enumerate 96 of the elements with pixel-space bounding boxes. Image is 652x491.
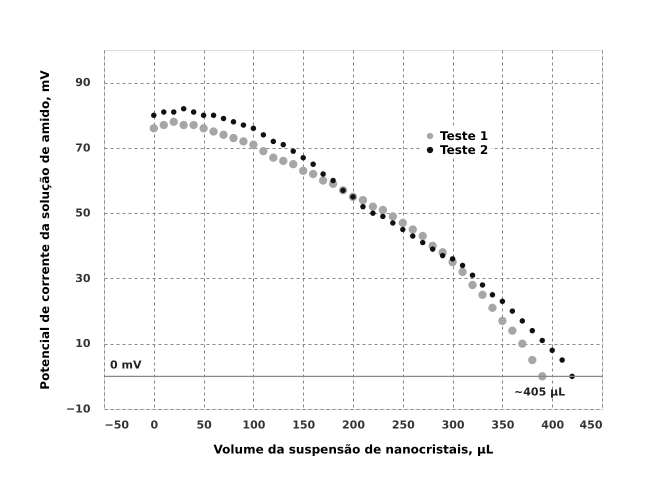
- point: [370, 210, 376, 216]
- point: [290, 148, 296, 154]
- point: [420, 240, 426, 246]
- point: [270, 138, 276, 144]
- point: [508, 326, 517, 335]
- y-tick-label: 90: [75, 76, 91, 90]
- point: [280, 142, 286, 148]
- y-tick-label: 50: [75, 206, 91, 220]
- point: [528, 356, 536, 364]
- point: [229, 134, 238, 142]
- point: [488, 304, 497, 312]
- point: [269, 154, 278, 162]
- point: [199, 124, 208, 132]
- point: [209, 127, 218, 136]
- point: [430, 246, 436, 252]
- x-tick-label: 0: [150, 418, 158, 432]
- point: [358, 196, 368, 204]
- point: [189, 120, 198, 130]
- y-axis-title: Potencial de corrente da solução de amido, mV: [38, 70, 52, 390]
- point: [160, 120, 168, 130]
- ref-line-label: 0 mV: [110, 358, 142, 372]
- point: [330, 178, 336, 184]
- point: [470, 272, 476, 278]
- y-tick-label: 10: [75, 337, 91, 350]
- point: [368, 202, 378, 211]
- point: [300, 154, 306, 160]
- x-tick-label: 100: [242, 418, 266, 432]
- point: [210, 112, 216, 118]
- point: [230, 119, 236, 125]
- point: [450, 256, 456, 262]
- point: [388, 212, 398, 221]
- point: [460, 262, 466, 268]
- point: [161, 109, 166, 115]
- x-tick-label: 350: [491, 418, 515, 432]
- point: [408, 225, 417, 234]
- point: [418, 232, 427, 240]
- annotation: ~405 µL: [514, 385, 566, 398]
- point: [498, 316, 507, 326]
- point: [239, 137, 248, 146]
- point: [540, 338, 545, 344]
- point: [310, 161, 316, 167]
- point: [170, 109, 176, 115]
- point: [400, 226, 406, 232]
- point: [260, 132, 266, 138]
- point: [308, 170, 318, 178]
- point: [289, 160, 298, 168]
- point: [458, 268, 467, 276]
- point: [530, 328, 536, 334]
- point: [440, 252, 446, 258]
- x-tick-label: 250: [392, 418, 416, 432]
- point: [250, 126, 256, 132]
- x-tick-label: 450: [580, 418, 603, 432]
- legend-label: Teste 1: [440, 129, 488, 143]
- point: [318, 176, 328, 185]
- point: [180, 106, 186, 112]
- point: [249, 140, 258, 149]
- point: [320, 171, 326, 177]
- x-tick-label: 150: [292, 418, 316, 432]
- x-axis-title: Volume da suspensão de nanocristais, µL: [214, 442, 494, 456]
- point: [480, 282, 486, 288]
- point: [219, 130, 228, 140]
- point: [190, 109, 196, 115]
- x-tick-label: −50: [104, 418, 130, 432]
- x-tick-label: 400: [541, 418, 565, 432]
- point: [478, 290, 487, 299]
- x-tick-label: 200: [342, 418, 366, 432]
- y-tick-label: 30: [75, 272, 91, 285]
- point: [279, 156, 288, 166]
- point: [410, 233, 416, 239]
- y-tick-label: 70: [75, 141, 91, 154]
- point: [398, 218, 407, 228]
- point: [500, 298, 506, 304]
- point: [520, 318, 526, 324]
- point: [179, 120, 188, 130]
- point: [259, 147, 268, 156]
- point: [200, 112, 206, 118]
- x-tick-label: 300: [442, 418, 465, 432]
- point: [559, 357, 565, 363]
- point: [468, 280, 477, 290]
- point: [170, 118, 178, 126]
- point: [380, 214, 386, 220]
- point: [378, 206, 388, 214]
- point: [150, 124, 158, 132]
- x-tick-label: 50: [196, 418, 212, 432]
- point: [360, 204, 366, 210]
- point: [151, 112, 157, 118]
- point: [549, 348, 555, 353]
- legend-label: Teste 2: [440, 143, 488, 157]
- point: [510, 308, 516, 314]
- y-tick-label: −10: [66, 402, 91, 416]
- point: [518, 340, 527, 348]
- point: [490, 292, 496, 298]
- point: [240, 122, 246, 128]
- point: [220, 116, 226, 122]
- point: [390, 220, 396, 226]
- point: [299, 166, 308, 175]
